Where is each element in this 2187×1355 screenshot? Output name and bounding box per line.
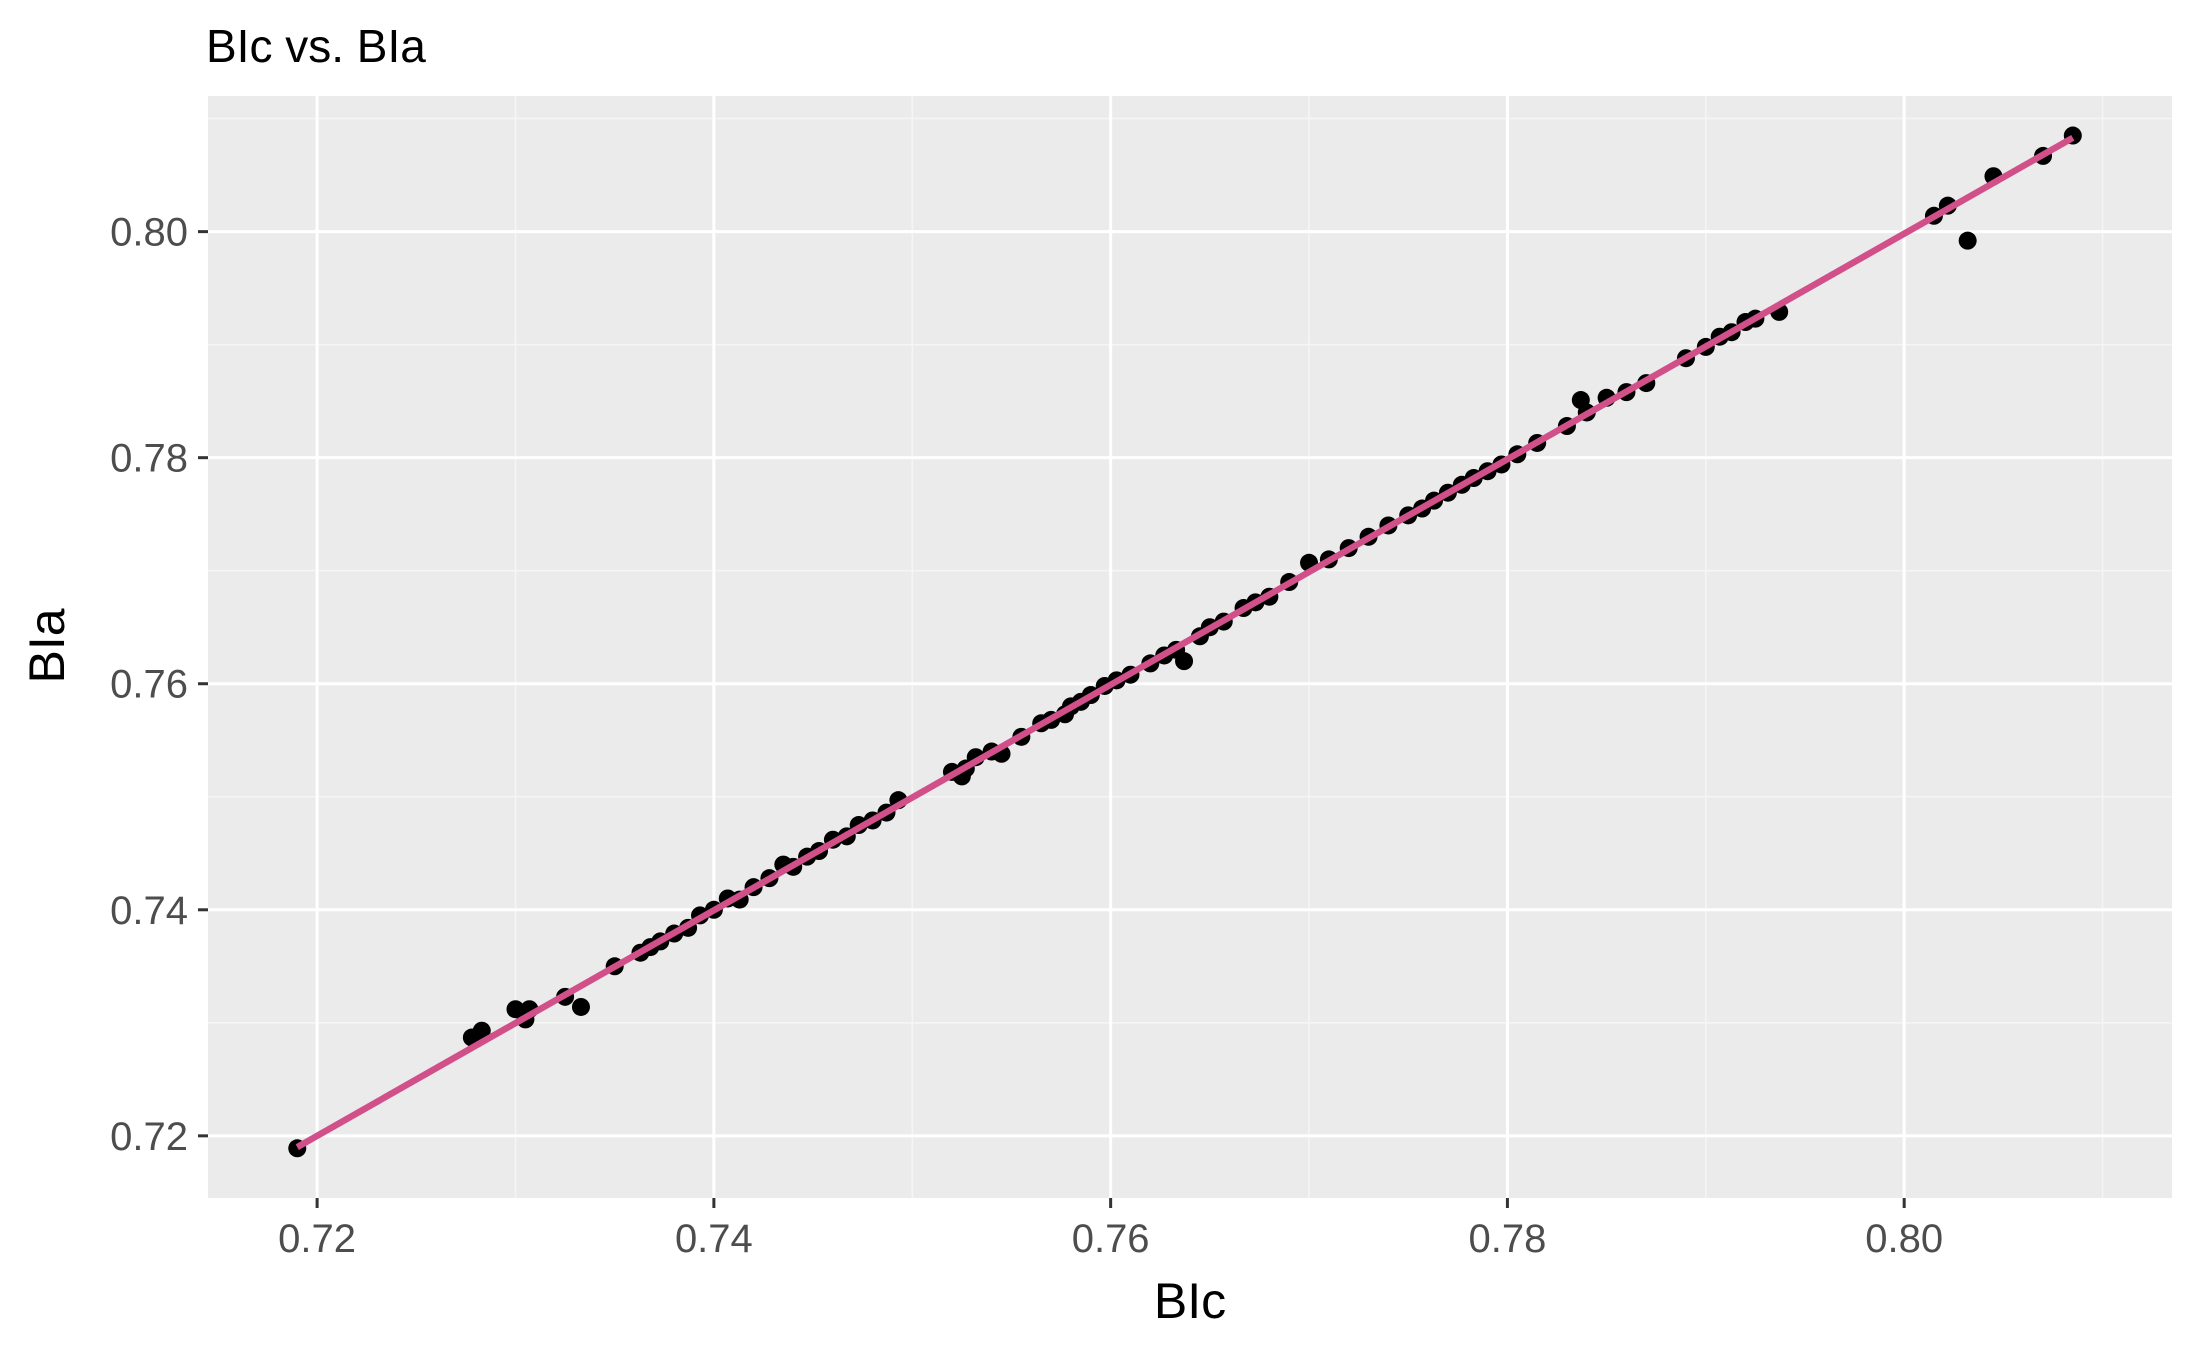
chart-title: BIc vs. BIa <box>206 20 426 72</box>
x-tick-label: 0.74 <box>675 1217 753 1261</box>
x-tick-label: 0.72 <box>278 1217 356 1261</box>
y-axis-title: BIa <box>19 608 75 683</box>
y-tick-label: 0.76 <box>110 663 188 707</box>
data-point <box>1175 652 1194 671</box>
axis-tick-marks <box>198 230 1906 1208</box>
data-point <box>1958 231 1977 250</box>
fit-line <box>295 134 2075 1150</box>
data-point <box>571 997 590 1016</box>
y-tick-label: 0.74 <box>110 889 188 933</box>
y-tick-label: 0.78 <box>110 437 188 481</box>
fit-line-group <box>295 134 2075 1150</box>
x-tick-label: 0.80 <box>1865 1217 1943 1261</box>
data-point <box>472 1021 491 1040</box>
x-tick-label: 0.78 <box>1468 1217 1546 1261</box>
x-tick-label: 0.76 <box>1072 1217 1150 1261</box>
x-axis-tick-labels: 0.72 0.74 0.76 0.78 0.80 <box>278 1217 1943 1261</box>
major-gridlines <box>208 96 2172 1198</box>
minor-gridlines <box>208 96 2172 1198</box>
y-tick-label: 0.80 <box>110 211 188 255</box>
y-axis-tick-labels: 0.72 0.74 0.76 0.78 0.80 <box>110 211 188 1159</box>
x-axis-title: BIc <box>1154 1273 1226 1329</box>
y-tick-label: 0.72 <box>110 1115 188 1159</box>
